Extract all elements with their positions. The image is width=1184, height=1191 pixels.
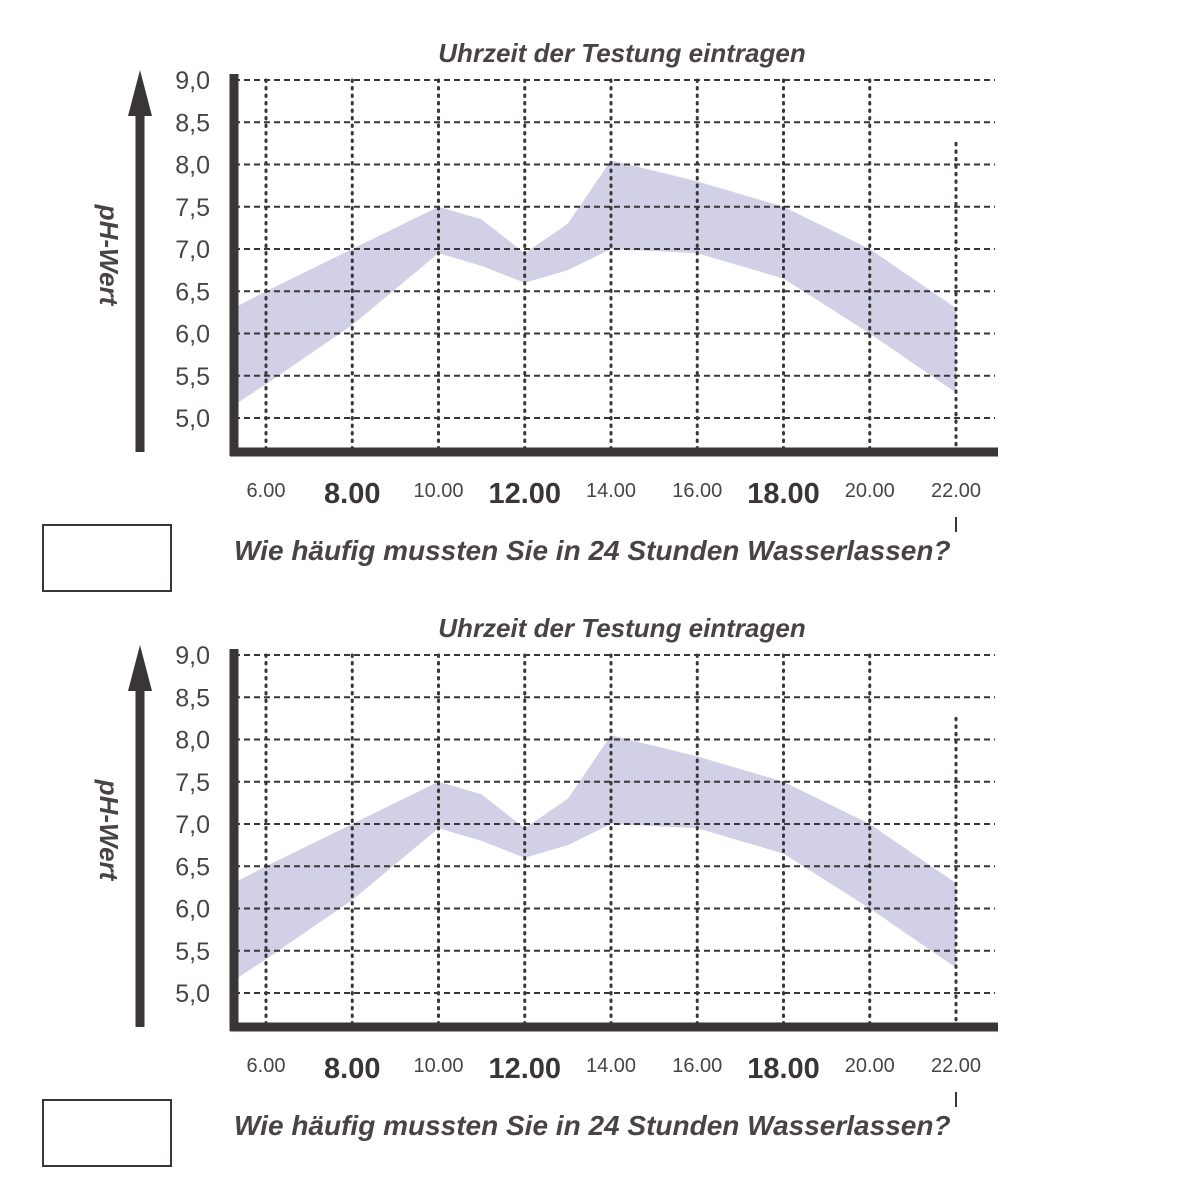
x-tick-label: 10.00 [413,480,463,502]
x-tick-label: 6.00 [247,480,286,502]
x-tick-label: 18.00 [747,1053,820,1085]
y-tick-label: 5,0 [175,405,210,433]
answer-box-1[interactable] [42,524,172,592]
x-tick-label: 16.00 [672,480,722,502]
y-tick-label: 7,0 [175,811,210,839]
x-tick-label: 6.00 [247,1055,286,1077]
y-tick-label: 6,0 [175,896,210,924]
x-tick-label: 22.00 [931,1055,981,1077]
y-tick-label: 6,0 [175,321,210,349]
question-1: Wie häufig mussten Sie in 24 Stunden Was… [234,535,951,566]
y-arrow-head [128,645,152,691]
x-tick-label: 8.00 [324,1053,380,1085]
question-2: Wie häufig mussten Sie in 24 Stunden Was… [234,1110,951,1141]
ph-chart-1: Uhrzeit der Testung eintragen 9,0 8,5 8,0 7,… [94,38,998,532]
ph-range-band [233,160,956,406]
x-tick-label: 14.00 [586,1055,636,1077]
answer-box-2[interactable] [42,1099,172,1167]
y-tick-label: 6,5 [175,278,210,306]
x-tick-label: 12.00 [488,1053,561,1085]
y-tick-label: 7,5 [175,769,210,797]
y-tick-label: 9,0 [175,67,210,95]
x-tick-label: 20.00 [845,480,895,502]
x-tick-label: 12.00 [488,478,561,510]
y-tick-label: 5,5 [175,363,210,391]
chart-title: Uhrzeit der Testung eintragen [438,613,805,643]
y-tick-label: 9,0 [175,642,210,670]
y-tick-label: 8,0 [175,727,210,755]
x-tick-label: 10.00 [413,1055,463,1077]
y-tick-label: 5,0 [175,980,210,1008]
y-tick-label: 6,5 [175,853,210,881]
y-tick-label: 5,5 [175,938,210,966]
y-axis-label: pH-Wert [94,779,124,882]
x-tick-label: 8.00 [324,478,380,510]
y-tick-label: 8,5 [175,109,210,137]
ph-chart-2: Uhrzeit der Testung eintragen 9,0 8,5 8,0 7,… [94,613,998,1107]
x-tick-label: 16.00 [672,1055,722,1077]
y-tick-label: 8,5 [175,684,210,712]
chart-panel-1: Uhrzeit der Testung eintragen 9,0 8,5 8,0 7,… [0,0,1184,592]
x-tick-label: 22.00 [931,480,981,502]
ph-range-band [233,735,956,981]
chart-title: Uhrzeit der Testung eintragen [438,38,805,68]
y-tick-label: 7,5 [175,194,210,222]
chart-panel-2: Uhrzeit der Testung eintragen 9,0 8,5 8,0 7,… [0,575,1184,1167]
x-tick-label: 18.00 [747,478,820,510]
y-axis-label: pH-Wert [94,204,124,307]
x-tick-label: 20.00 [845,1055,895,1077]
x-tick-label: 14.00 [586,480,636,502]
y-tick-label: 8,0 [175,152,210,180]
y-tick-label: 7,0 [175,236,210,264]
y-arrow-head [128,70,152,116]
